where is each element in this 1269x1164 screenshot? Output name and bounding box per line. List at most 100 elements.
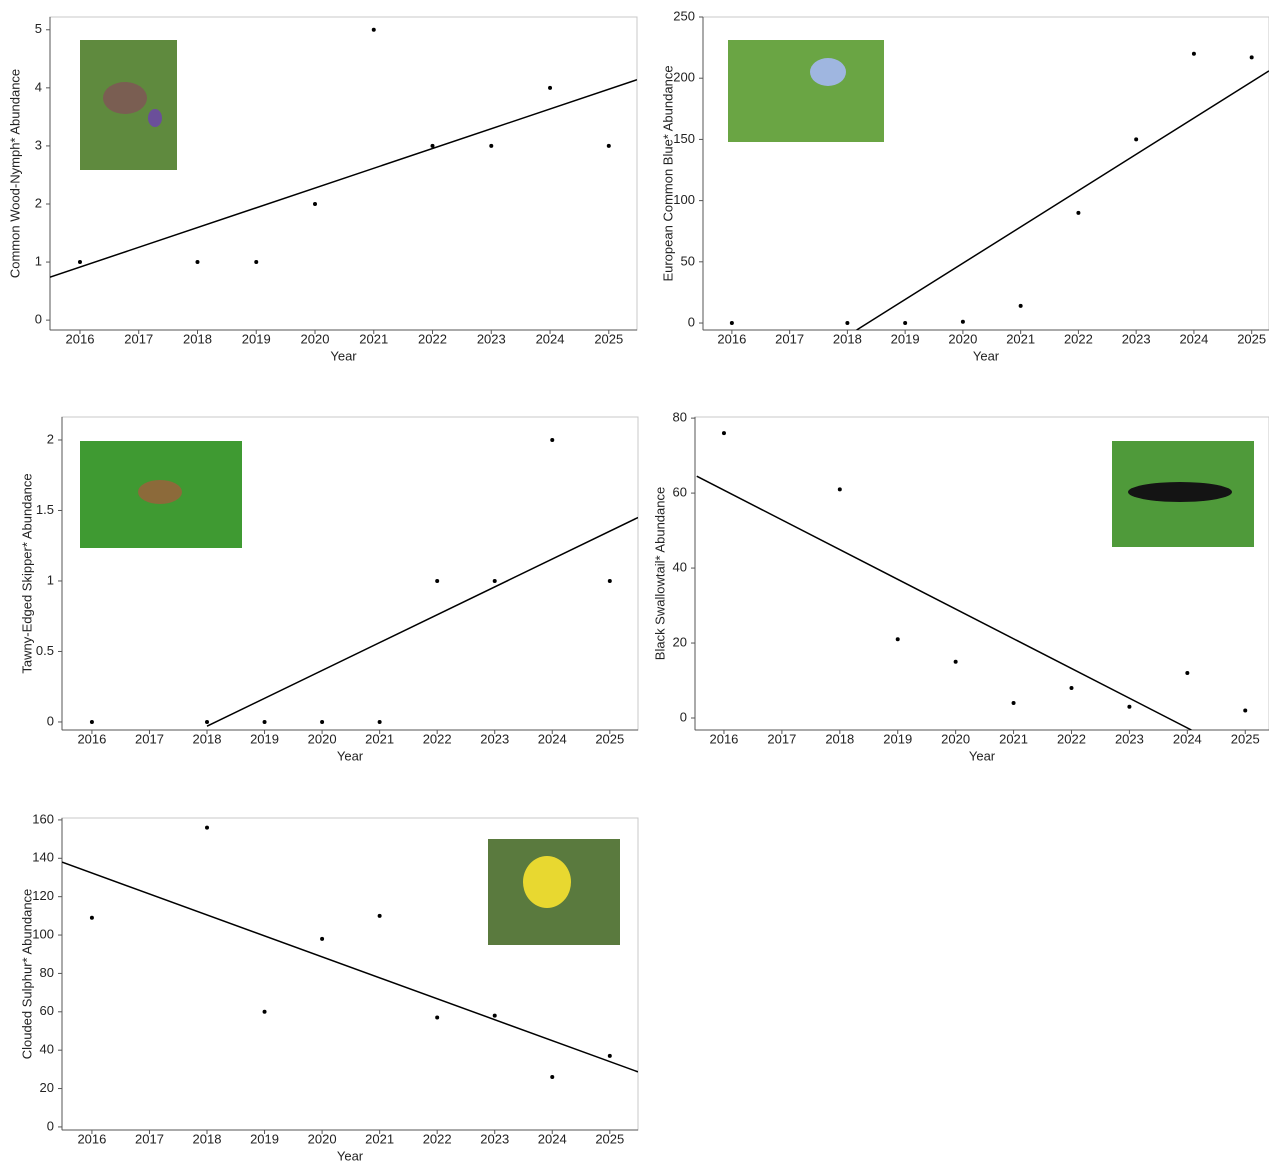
point xyxy=(492,1013,497,1018)
x-tick-label: 2019 xyxy=(250,731,279,746)
x-tick-label: 2025 xyxy=(1231,731,1260,746)
point xyxy=(377,913,382,918)
y-tick-label: 2 xyxy=(47,431,54,446)
x-tick-label: 2020 xyxy=(308,1131,337,1146)
y-tick-label: 0 xyxy=(47,1118,54,1133)
y-tick-label: 160 xyxy=(32,811,54,826)
y-tick-label: 100 xyxy=(673,192,695,207)
y-tick-label: 40 xyxy=(40,1042,54,1057)
point xyxy=(492,578,497,583)
x-tick-label: 2023 xyxy=(480,731,509,746)
point xyxy=(1134,137,1139,142)
y-tick-label: 0 xyxy=(688,314,695,329)
y-axis-title: Common Wood-Nymph* Abundance xyxy=(7,69,22,278)
point xyxy=(377,719,382,724)
y-tick-label: 80 xyxy=(673,410,687,425)
y-tick-label: 5 xyxy=(35,21,42,36)
trend-line xyxy=(206,516,638,727)
y-tick-label: 80 xyxy=(40,965,54,980)
x-axis-title: Year xyxy=(969,748,996,763)
x-tick-label: 2021 xyxy=(359,331,388,346)
point xyxy=(489,143,494,148)
x-tick-label: 2021 xyxy=(999,731,1028,746)
x-tick-label: 2025 xyxy=(594,331,623,346)
point xyxy=(1249,55,1254,60)
x-tick-label: 2020 xyxy=(948,331,977,346)
x-tick-label: 2025 xyxy=(1237,331,1266,346)
trend-line xyxy=(62,861,638,1073)
point xyxy=(77,260,82,265)
point xyxy=(837,487,842,492)
x-tick-label: 2024 xyxy=(1179,331,1208,346)
y-tick-label: 3 xyxy=(35,137,42,152)
x-tick-label: 2021 xyxy=(365,1131,394,1146)
y-tick-label: 2 xyxy=(35,195,42,210)
x-tick-label: 2017 xyxy=(135,731,164,746)
x-tick-label: 2022 xyxy=(423,731,452,746)
photo xyxy=(488,839,620,945)
x-tick-label: 2025 xyxy=(595,731,624,746)
trend-line xyxy=(856,70,1269,330)
x-tick-label: 2024 xyxy=(538,731,567,746)
point xyxy=(606,143,611,148)
photo xyxy=(80,441,242,548)
y-tick-label: 250 xyxy=(673,8,695,23)
y-tick-label: 0 xyxy=(35,312,42,327)
x-tick-label: 2022 xyxy=(1064,331,1093,346)
trend-line xyxy=(696,475,1192,730)
point xyxy=(548,85,553,90)
x-tick-label: 2023 xyxy=(1122,331,1151,346)
y-tick-label: 120 xyxy=(32,888,54,903)
point xyxy=(1185,671,1190,676)
point xyxy=(960,319,965,324)
point xyxy=(262,719,267,724)
x-tick-label: 2022 xyxy=(418,331,447,346)
x-tick-label: 2016 xyxy=(709,731,738,746)
chart: 0 20 40 60 80 2016 2017 2018 2019 2020 2021 2022 202… xyxy=(652,410,1269,763)
y-tick-label: 60 xyxy=(40,1003,54,1018)
x-tick-label: 2020 xyxy=(941,731,970,746)
point xyxy=(1069,686,1074,691)
x-tick-label: 2022 xyxy=(1057,731,1086,746)
x-tick-label: 2024 xyxy=(538,1131,567,1146)
y-tick-label: 0.5 xyxy=(36,643,54,658)
x-tick-label: 2020 xyxy=(301,331,330,346)
x-tick-label: 2021 xyxy=(365,731,394,746)
y-tick-label: 50 xyxy=(681,253,695,268)
point xyxy=(205,825,210,830)
y-axis-title: European Common Blue* Abundance xyxy=(660,65,675,281)
point xyxy=(1243,708,1248,713)
x-tick-label: 2018 xyxy=(833,331,862,346)
y-tick-label: 1 xyxy=(35,253,42,268)
x-tick-label: 2023 xyxy=(1115,731,1144,746)
y-tick-label: 0 xyxy=(47,713,54,728)
point xyxy=(1076,210,1081,215)
trend-line xyxy=(50,79,637,278)
y-axis-title: Tawny-Edged Skipper* Abundance xyxy=(19,473,34,673)
point xyxy=(845,321,850,326)
y-tick-label: 1.5 xyxy=(36,502,54,517)
x-tick-label: 2018 xyxy=(193,1131,222,1146)
y-axis-title: Black Swallowtail* Abundance xyxy=(652,487,667,660)
point xyxy=(953,659,958,664)
point xyxy=(550,1075,555,1080)
point xyxy=(320,936,325,941)
x-tick-label: 2018 xyxy=(825,731,854,746)
point xyxy=(430,143,435,148)
x-tick-label: 2016 xyxy=(66,331,95,346)
photo xyxy=(1112,441,1254,547)
y-tick-label: 200 xyxy=(673,70,695,85)
y-tick-label: 0 xyxy=(680,709,687,724)
point xyxy=(895,637,900,642)
x-tick-label: 2016 xyxy=(77,731,106,746)
point xyxy=(550,437,555,442)
point xyxy=(435,578,440,583)
x-tick-label: 2023 xyxy=(477,331,506,346)
point xyxy=(729,321,734,326)
x-axis-title: Year xyxy=(337,1148,364,1163)
x-tick-label: 2023 xyxy=(480,1131,509,1146)
point xyxy=(607,1053,612,1058)
x-tick-label: 2022 xyxy=(423,1131,452,1146)
x-tick-label: 2019 xyxy=(891,331,920,346)
